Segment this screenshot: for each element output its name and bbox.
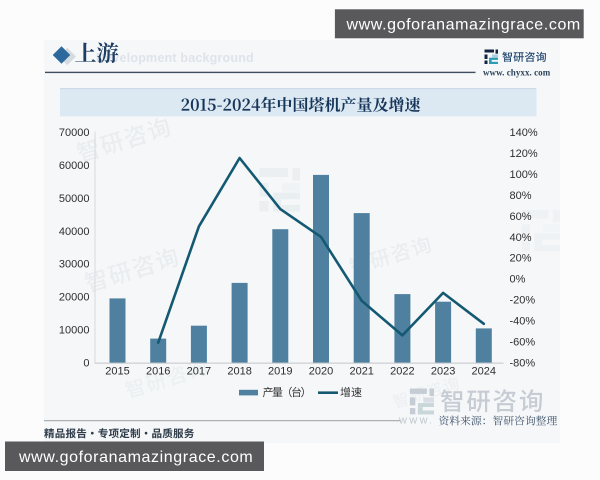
svg-text:www.goforanamazingrace.com: www.goforanamazingrace.com [18,449,253,466]
svg-text:2016: 2016 [146,366,170,378]
svg-text:www. chyxx. com: www. chyxx. com [483,68,551,78]
svg-text:Development background: Development background [96,51,254,65]
svg-text:2024: 2024 [472,366,496,378]
svg-text:40000: 40000 [59,226,90,238]
svg-text:0: 0 [83,358,89,370]
svg-text:120%: 120% [510,148,538,160]
svg-text:2017: 2017 [187,366,211,378]
svg-text:-60%: -60% [510,337,536,349]
svg-text:30000: 30000 [59,259,90,271]
svg-text:-40%: -40% [510,316,536,328]
svg-text:2019: 2019 [268,366,292,378]
svg-text:50000: 50000 [59,193,90,205]
svg-text:20000: 20000 [59,292,90,304]
svg-text:-20%: -20% [510,295,536,307]
svg-text:70000: 70000 [59,127,90,139]
svg-text:WWW.: WWW. [399,416,434,426]
svg-text:www.goforanamazingrace.com: www.goforanamazingrace.com [346,16,581,33]
svg-text:60%: 60% [510,211,532,223]
svg-text:80%: 80% [510,190,532,202]
svg-text:-80%: -80% [510,358,536,370]
svg-text:140%: 140% [510,127,538,139]
svg-text:40%: 40% [510,232,532,244]
svg-text:100%: 100% [510,169,538,181]
svg-text:20%: 20% [510,253,532,265]
svg-text:2020: 2020 [309,366,333,378]
svg-text:2022: 2022 [390,366,414,378]
svg-text:2015: 2015 [105,366,129,378]
svg-text:2021: 2021 [349,366,373,378]
svg-text:2018: 2018 [227,366,251,378]
svg-text:0%: 0% [510,274,526,286]
svg-text:10000: 10000 [59,325,90,337]
svg-text:60000: 60000 [59,160,90,172]
svg-text:2023: 2023 [431,366,455,378]
